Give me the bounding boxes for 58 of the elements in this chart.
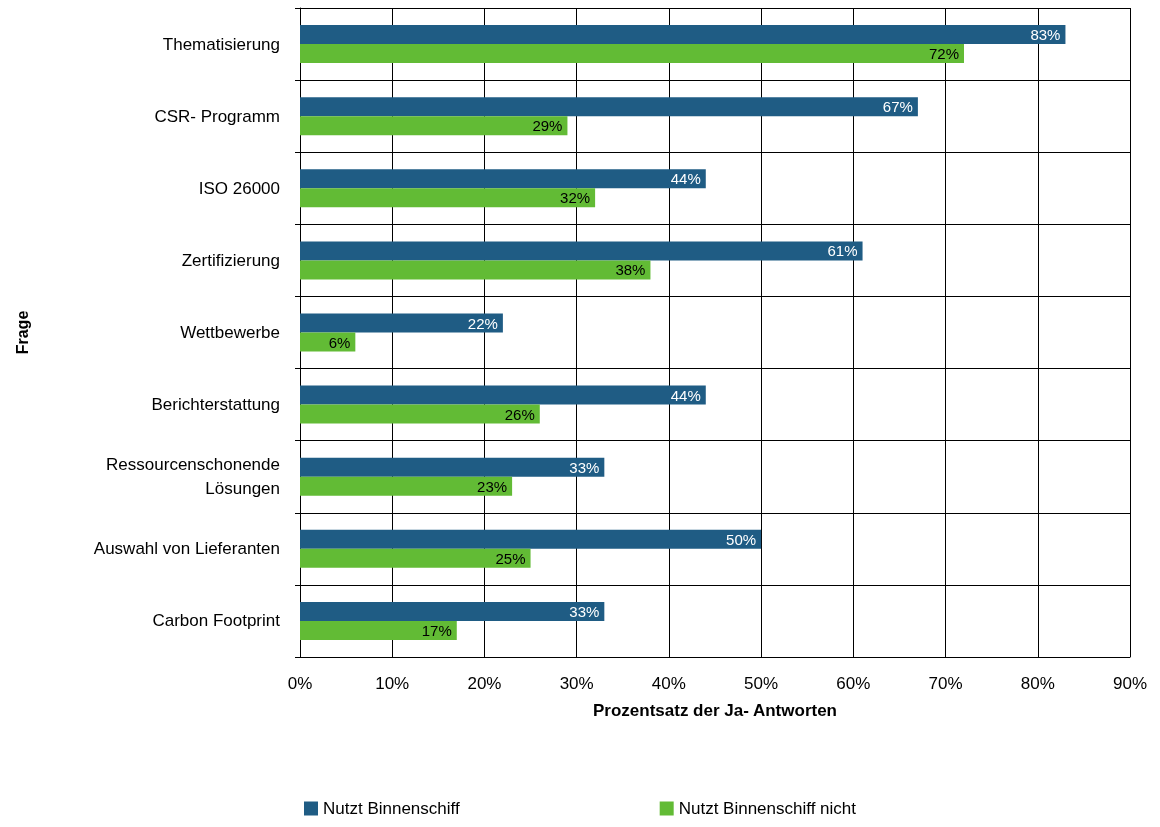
- bar: [300, 529, 762, 549]
- bar: [300, 25, 1066, 45]
- bar: [300, 476, 513, 496]
- x-tick-label: 0%: [287, 674, 313, 693]
- x-tick-label: 50%: [744, 674, 779, 693]
- legend-label: Nutzt Binnenschiff nicht: [678, 799, 857, 818]
- bar: [300, 116, 568, 136]
- x-tick-label: 80%: [1020, 674, 1055, 693]
- bar: [300, 404, 540, 424]
- y-tick-label: Thematisierung: [162, 34, 280, 54]
- data-label: 72%: [928, 45, 959, 63]
- bar: [300, 188, 596, 208]
- x-tick-label: 20%: [467, 674, 502, 693]
- bar: [300, 97, 918, 117]
- legend-label: Nutzt Binnenschiff: [322, 799, 460, 818]
- y-tick-label: Carbon Footprint: [152, 611, 281, 631]
- x-tick-label: 70%: [928, 674, 963, 693]
- data-label: 23%: [477, 477, 508, 495]
- y-tick-label: Berichterstattung: [151, 395, 280, 415]
- bar: [300, 385, 706, 405]
- bar: [300, 260, 651, 280]
- x-tick-label: 60%: [836, 674, 871, 693]
- y-tick-label: ISO 26000: [198, 178, 280, 198]
- x-tick-label: 90%: [1112, 674, 1148, 693]
- bar: [300, 620, 457, 640]
- data-label: 25%: [495, 549, 526, 567]
- y-tick-label: Auswahl von Lieferanten: [93, 539, 280, 559]
- data-label: 50%: [726, 530, 757, 548]
- data-label: 17%: [421, 621, 452, 639]
- data-label: 44%: [670, 386, 701, 404]
- data-label: 67%: [882, 98, 913, 116]
- x-tick-label: 10%: [375, 674, 410, 693]
- bar: [300, 169, 706, 189]
- x-tick-label: 30%: [559, 674, 594, 693]
- bar: [300, 241, 863, 261]
- data-label: 44%: [670, 170, 701, 188]
- data-label: 38%: [615, 261, 646, 279]
- x-tick-label: 40%: [651, 674, 686, 693]
- data-label: 61%: [827, 242, 858, 260]
- data-label: 33%: [569, 458, 600, 476]
- y-tick-label: Ressourcenschonende Lösungen: [106, 455, 280, 499]
- x-axis-title: Prozentsatz der Ja- Antworten: [592, 701, 838, 720]
- bar: [300, 457, 605, 477]
- data-label: 33%: [569, 602, 600, 620]
- data-label: 32%: [560, 189, 591, 207]
- data-label: 6%: [328, 333, 351, 351]
- bar: [300, 44, 964, 64]
- bar: [300, 601, 605, 621]
- data-label: 83%: [1030, 26, 1061, 44]
- bar: [300, 548, 531, 568]
- bar: [300, 313, 503, 333]
- data-label: 26%: [504, 405, 535, 423]
- data-label: 22%: [467, 314, 498, 332]
- y-tick-label: CSR- Programm: [154, 106, 280, 126]
- y-tick-label: Wettbewerbe: [180, 323, 280, 342]
- y-tick-label: Zertifizierung: [181, 250, 280, 270]
- y-axis-title: Frage: [13, 310, 31, 355]
- data-label: 29%: [532, 117, 563, 135]
